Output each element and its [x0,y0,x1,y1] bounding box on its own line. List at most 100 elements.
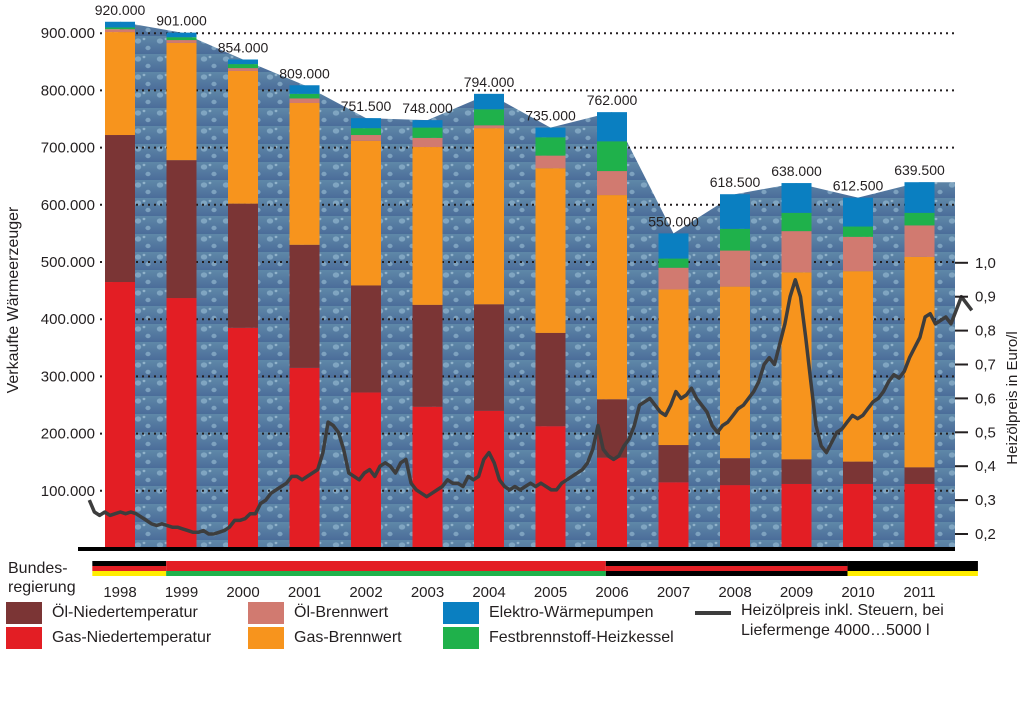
bar-segment [412,127,443,138]
y-left-tick-label: 800.000 [41,82,95,99]
govt-stripe [847,571,978,576]
bar-segment [781,483,812,548]
bar-segment [289,102,320,245]
bar-segment [597,141,627,172]
bar-segment [720,458,750,486]
y-left-tick-label: 500.000 [41,254,95,271]
bar-total-label: 735.000 [525,108,576,124]
x-tick-label: 2011 [903,584,935,600]
y-right-tick-label: 0,4 [975,458,996,475]
bar-segment [289,85,320,94]
legend-label: Gas-Brennwert [294,629,402,646]
bar-segment [412,406,443,548]
legend-item-festbrennstoff: Festbrennstoff-Heizkessel [443,626,674,650]
bar-segment [474,93,504,110]
legend-item-elektro-waermepumpen: Elektro-Wärmepumpen [443,601,654,625]
govt-stripe [847,566,978,571]
bar-segment [228,70,258,204]
bar-segment [412,147,443,305]
bar-segment [535,426,566,548]
bar-segment [228,203,258,328]
y-right-tick-label: 0,2 [975,526,996,543]
bar-segment [412,120,443,128]
bar-segment [535,127,566,138]
bar-segment [289,98,320,103]
bar-segment [289,93,320,99]
bar-segment [105,282,135,548]
bar-segment [597,112,627,142]
bar-segment [166,160,197,299]
bar-segment [228,327,258,548]
x-tick-label: 2004 [472,584,505,600]
legend-item-gas-niedertemperatur: Gas-Niedertemperatur [6,626,211,650]
bar-total-label: 920.000 [95,2,146,18]
x-tick-label: 2008 [718,584,751,600]
bar-total-label: 612.500 [833,178,884,194]
bar-total-label: 762.000 [587,92,638,108]
oil-price-line [87,278,974,536]
govt-stripe [605,571,848,576]
legend-swatch [6,627,42,649]
govt-stripe [92,571,167,576]
govt-stripe [92,561,167,566]
bar-segment [105,29,135,33]
govt-stripe [605,566,848,571]
legend-label: Festbrennstoff-Heizkessel [489,629,674,646]
bar-segment [720,286,750,459]
bar-segment [474,304,504,411]
bar-segment [474,109,504,126]
legend-line-swatch [695,611,731,615]
bar-segment [351,285,381,393]
bar-segment [720,485,750,548]
bar-segment [474,125,504,129]
bar-segment [351,140,381,286]
bar-segment [166,298,197,548]
govt-stripe [166,561,606,566]
y-right-tick-label: 0,9 [975,289,996,306]
legend-swatch [443,602,479,624]
bar-segment [535,168,566,333]
y-left-axis-label: Verkaufte Wärmeerzeuger [5,206,22,393]
legend-label: Gas-Niedertemperatur [52,629,212,646]
y-left-tick-label: 700.000 [41,140,95,157]
y-right-axis-label: Heizölpreis in Euro/l [1004,331,1021,464]
legend-label-line2: Liefermenge 4000…5000 l [741,622,930,639]
bar-segment [658,267,689,290]
y-left-tick-label: 100.000 [41,483,95,500]
bar-segment [166,40,197,43]
bar-segment [781,272,812,460]
legend-item-gas-brennwert: Gas-Brennwert [248,626,402,650]
legend-swatch [6,602,42,624]
y-left-tick-label: 200.000 [41,426,95,443]
bar-segment [658,233,689,259]
bar-segment [720,228,750,251]
y-right-tick-label: 0,6 [975,390,996,407]
bar-total-label: 638.000 [771,163,822,179]
bar-segment [843,197,873,227]
bar-segment [228,68,258,71]
bar-segment [228,64,258,69]
bar-segment [351,118,381,129]
y-left-tick-label: 900.000 [41,25,95,42]
x-tick-label: 2007 [657,584,690,600]
bar-segment [535,155,566,169]
x-tick-label: 2001 [288,584,321,600]
bar-segment [166,42,197,161]
bar-segment [781,183,812,213]
bar-segment [843,226,873,237]
legend: Öl-Niedertemperatur Gas-Niedertemperatur… [0,598,1024,658]
bar-segment [658,258,689,268]
bar-segment [105,135,135,283]
bar-total-label: 901.000 [156,13,207,29]
bar-segment [658,482,689,548]
x-tick-label: 2003 [411,584,444,600]
bar-segment [351,135,381,141]
bar-segment [289,367,320,548]
bar-segment [720,194,750,229]
bar-segment [105,32,135,136]
bar-segment [597,171,627,196]
x-tick-label: 2005 [534,584,567,600]
bar-segment [658,445,689,483]
bar-segment [597,457,627,548]
